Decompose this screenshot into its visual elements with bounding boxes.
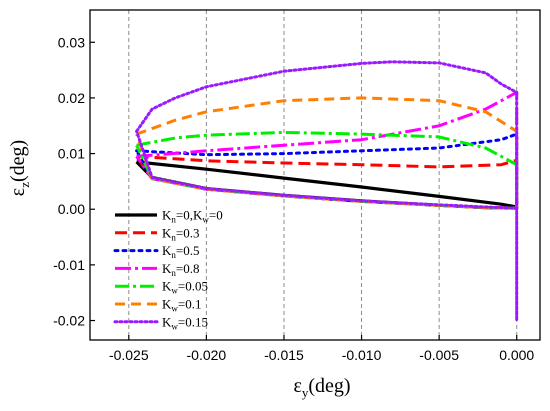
legend-label-2: Kn=0.5 — [162, 243, 199, 260]
x-tick-label-4: -0.005 — [419, 347, 459, 363]
legend-label-0: Kn=0,Kw=0 — [162, 208, 223, 225]
legend-label-5: Kw=0.1 — [162, 297, 201, 314]
y-tick-label-2: 0.00 — [58, 201, 85, 217]
x-axis-title-main: ε — [293, 375, 301, 397]
series-line-3 — [135, 90, 519, 210]
y-tick-label-1: -0.01 — [53, 257, 85, 273]
y-tick-label-5: 0.03 — [58, 34, 85, 50]
x-tick-label-2: -0.015 — [264, 347, 304, 363]
y-tick-label-0: -0.02 — [53, 313, 85, 329]
legend-label-3: Kn=0.8 — [162, 261, 199, 278]
x-tick-label-1: -0.020 — [187, 347, 227, 363]
legend-label-4: Kw=0.05 — [162, 279, 208, 296]
x-tick-label-0: -0.025 — [109, 347, 149, 363]
x-axis-title: εy(deg) — [293, 375, 350, 400]
series-line-6 — [135, 60, 519, 322]
series-layer — [135, 60, 519, 322]
y-tick-label-4: 0.02 — [58, 90, 85, 106]
x-axis-ticks: -0.025 -0.020 -0.015 -0.010 -0.005 0.000 — [109, 335, 534, 363]
y-axis-title-unit: (deg) — [7, 140, 29, 182]
plot-frame — [89, 9, 541, 341]
series-line-4 — [135, 130, 519, 210]
legend-label-1: Kn=0.3 — [162, 225, 199, 242]
x-tick-label-3: -0.010 — [342, 347, 382, 363]
x-axis-title-unit: (deg) — [308, 375, 350, 397]
y-tick-label-3: 0.01 — [58, 146, 85, 162]
y-axis-ticks: -0.02 -0.01 0.00 0.01 0.02 0.03 — [53, 34, 95, 329]
x-axis-title-sub: y — [302, 385, 309, 400]
y-axis-title-sub: z — [17, 182, 32, 188]
y-axis-title: εz(deg) — [7, 140, 32, 196]
legend: Kn=0,Kw=0Kn=0.3Kn=0.5Kn=0.8Kw=0.05Kw=0.1… — [113, 208, 223, 331]
legend-label-6: Kw=0.15 — [162, 314, 208, 331]
x-tick-label-5: 0.000 — [499, 347, 534, 363]
y-axis-title-main: ε — [7, 188, 29, 196]
